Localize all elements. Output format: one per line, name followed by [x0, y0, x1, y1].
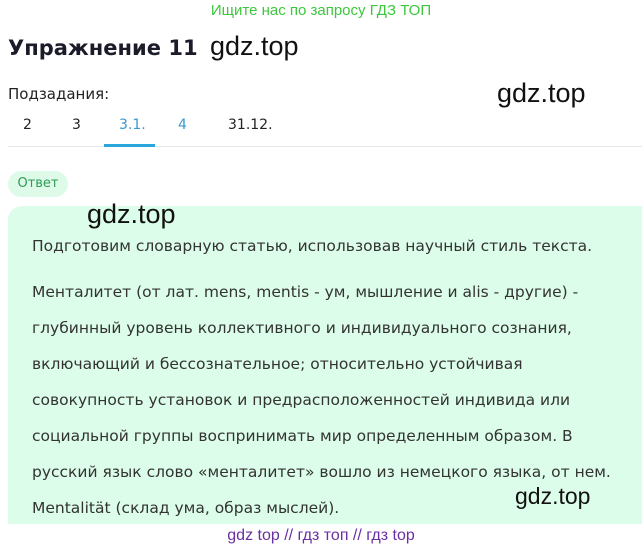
watermark: gdz.top	[497, 78, 586, 108]
tab-2[interactable]: 2	[23, 117, 32, 133]
answer-intro: Подготовим словарную статью, использовав…	[32, 237, 593, 255]
active-tab-indicator	[104, 144, 155, 147]
tab-3[interactable]: 3	[72, 117, 81, 133]
subtasks-label: Подзадания:	[8, 85, 110, 103]
answer-line: русский язык слово «менталитет» вошло из…	[32, 463, 611, 481]
footer-watermark: gdz top // гдз топ // гдз top	[227, 527, 415, 544]
answer-line: совокупность установок и предрасположенн…	[32, 391, 571, 409]
tabs-divider	[8, 146, 642, 147]
page-title: Упражнение 11	[8, 36, 198, 60]
watermark: gdz.top	[515, 483, 591, 509]
tab-4[interactable]: 4	[178, 117, 187, 133]
answer-box	[8, 206, 642, 524]
answer-line: Менталитет (от лат. mens, mentis - ум, м…	[32, 283, 579, 301]
watermark: gdz.top	[210, 31, 299, 61]
tab-3-1[interactable]: 3.1.	[119, 117, 146, 133]
answer-badge: Ответ	[8, 171, 68, 197]
answer-line: глубинный уровень коллективного и индиви…	[32, 319, 572, 337]
answer-line: Mentalität (склад ума, образ мыслей).	[32, 499, 340, 517]
search-banner: Ищите нас по запросу ГДЗ ТОП	[210, 2, 432, 19]
answer-line: включающий и бессознательное; относитель…	[32, 355, 523, 373]
answer-line: социальной группы воспринимать мир опред…	[32, 427, 573, 445]
watermark: gdz.top	[87, 199, 176, 229]
tab-31-12[interactable]: 31.12.	[228, 117, 273, 133]
